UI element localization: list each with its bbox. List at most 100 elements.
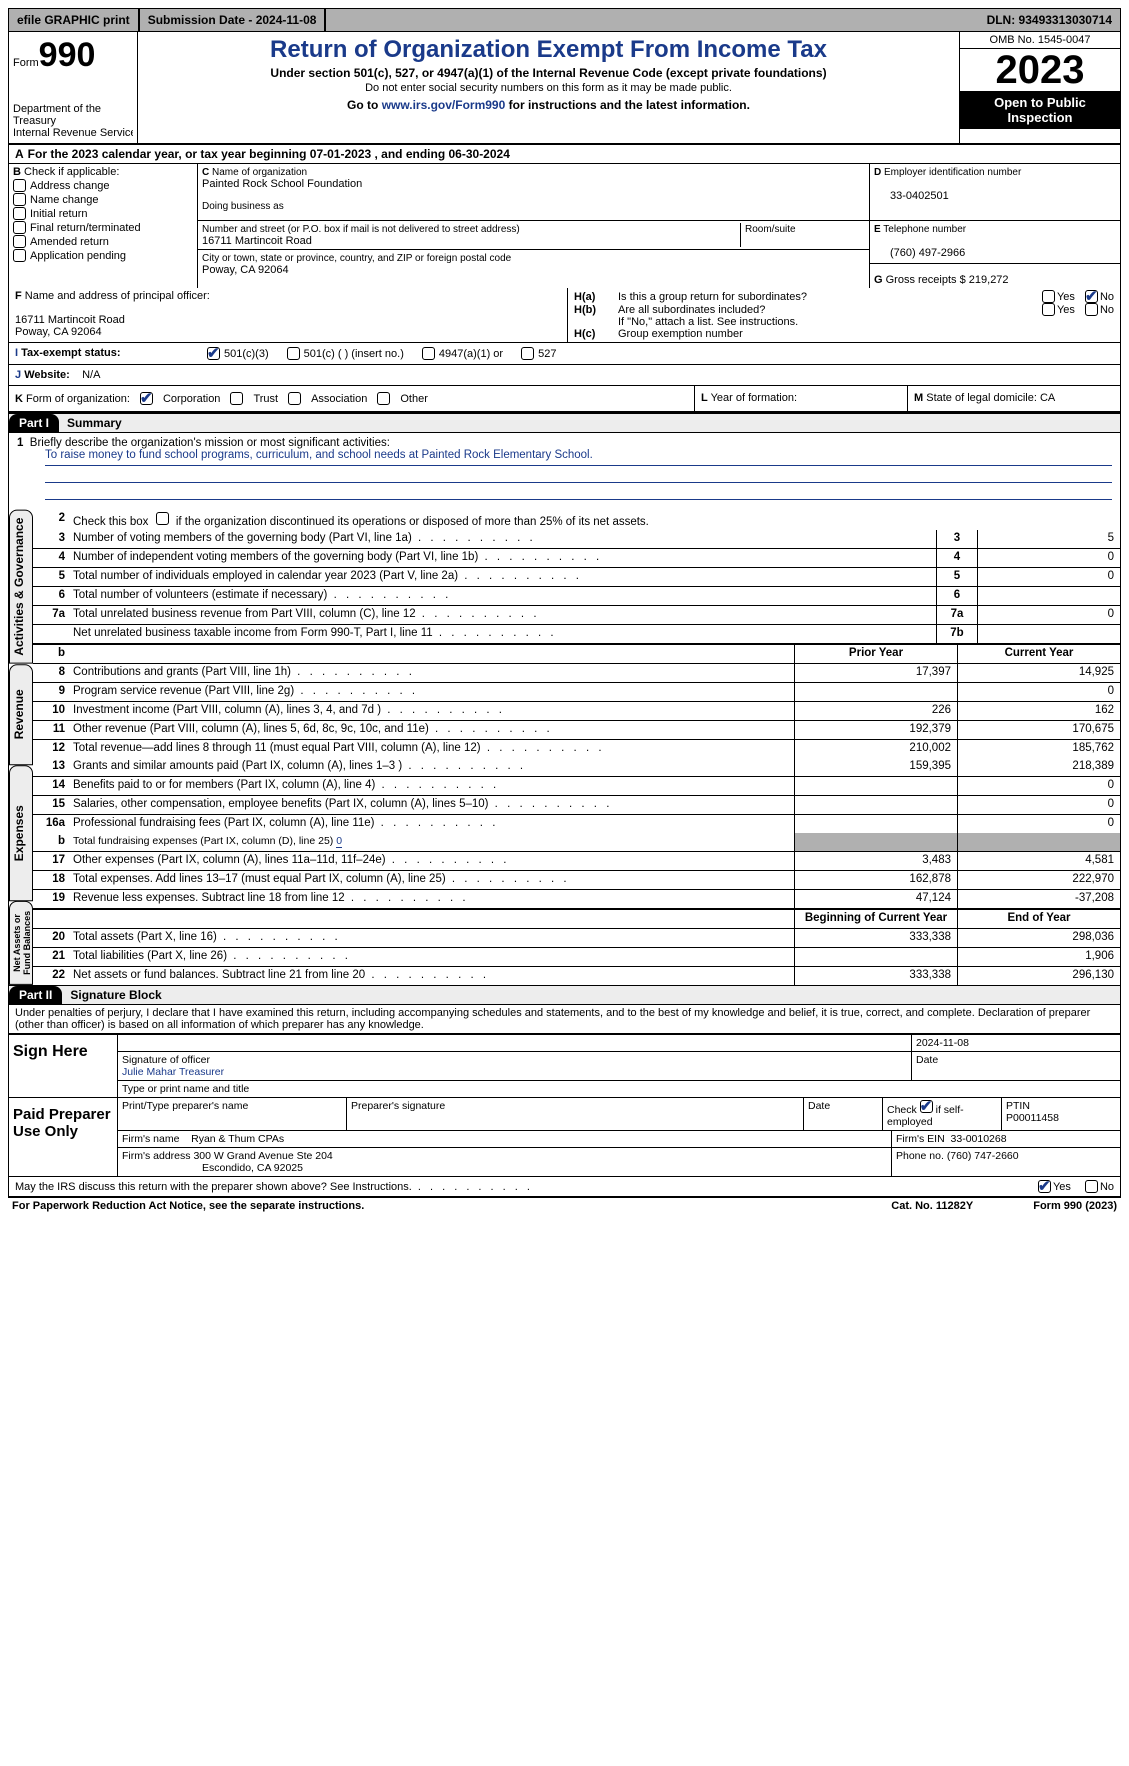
summary-line: 20 Total assets (Part X, line 16) 333,33… <box>33 929 1120 948</box>
summary-line: 9 Program service revenue (Part VIII, li… <box>33 683 1120 702</box>
klm-row: K Form of organization: Corporation Trus… <box>8 386 1121 412</box>
paid-preparer-label: Paid Preparer Use Only <box>9 1098 118 1176</box>
cb-501c[interactable] <box>287 347 300 360</box>
summary-line: 13 Grants and similar amounts paid (Part… <box>33 758 1120 777</box>
summary-line: 11 Other revenue (Part VIII, column (A),… <box>33 721 1120 740</box>
discuss-yes[interactable] <box>1038 1180 1051 1193</box>
sign-here-label: Sign Here <box>9 1035 118 1097</box>
checkbox-name-change[interactable] <box>13 193 26 206</box>
declaration: Under penalties of perjury, I declare th… <box>8 1005 1121 1033</box>
part2-tag: Part II <box>9 986 62 1004</box>
mission-block: 1 Briefly describe the organization's mi… <box>8 433 1121 510</box>
officer-name: Julie Mahar Treasurer <box>122 1066 224 1078</box>
form-title: Return of Organization Exempt From Incom… <box>144 36 953 64</box>
summary-line: 17 Other expenses (Part IX, column (A), … <box>33 852 1120 871</box>
dept-treasury: Department of the Treasury <box>13 103 133 127</box>
summary-table: Activities & Governance Revenue Expenses… <box>8 510 1121 986</box>
cb-other[interactable] <box>377 392 390 405</box>
discuss-no[interactable] <box>1085 1180 1098 1193</box>
tab-expenses: Expenses <box>9 765 33 901</box>
box-deg: D Employer identification number 33-0402… <box>869 164 1120 288</box>
form-number: 990 <box>39 36 96 74</box>
checkbox-address-change[interactable] <box>13 179 26 192</box>
summary-line: 8 Contributions and grants (Part VIII, l… <box>33 664 1120 683</box>
dln: DLN: 93493313030714 <box>979 11 1120 29</box>
firm-name: Ryan & Thum CPAs <box>191 1133 284 1145</box>
omb-number: OMB No. 1545-0047 <box>960 32 1120 49</box>
summary-line: 15 Salaries, other compensation, employe… <box>33 796 1120 815</box>
ha-no[interactable] <box>1085 290 1098 303</box>
part2-bar: Part II Signature Block <box>8 986 1121 1005</box>
cb-501c3[interactable] <box>207 347 220 360</box>
summary-line: 18 Total expenses. Add lines 13–17 (must… <box>33 871 1120 890</box>
preparer-phone: (760) 747-2660 <box>947 1150 1019 1162</box>
part1-tag: Part I <box>9 414 59 432</box>
website: N/A <box>82 369 100 381</box>
ssn-note: Do not enter social security numbers on … <box>144 82 953 94</box>
summary-line: 22 Net assets or fund balances. Subtract… <box>33 967 1120 985</box>
summary-line: 5 Total number of individuals employed i… <box>33 568 1120 587</box>
tab-net-assets: Net Assets or Fund Balances <box>9 901 33 985</box>
checkbox-final-return[interactable] <box>13 221 26 234</box>
discuss-row: May the IRS discuss this return with the… <box>8 1177 1121 1197</box>
tab-governance: Activities & Governance <box>9 510 33 664</box>
footer: For Paperwork Reduction Act Notice, see … <box>8 1197 1121 1214</box>
part2-title: Signature Block <box>62 986 169 1004</box>
form-prefix: Form <box>13 57 39 69</box>
cb-trust[interactable] <box>230 392 243 405</box>
fh-block: F Name and address of principal officer:… <box>8 288 1121 343</box>
org-name: Painted Rock School Foundation <box>202 178 362 190</box>
public-inspection: Open to Public Inspection <box>960 91 1120 129</box>
form-header: Form990 Department of the Treasury Inter… <box>8 32 1121 145</box>
checkbox-application-pending[interactable] <box>13 249 26 262</box>
summary-line: 6 Total number of volunteers (estimate i… <box>33 587 1120 606</box>
website-row: J Website: N/A <box>8 365 1121 386</box>
firm-ein: 33-0010268 <box>951 1133 1007 1145</box>
cb-4947[interactable] <box>422 347 435 360</box>
box-c: C Name of organization Painted Rock Scho… <box>198 164 869 288</box>
ptin: P00011458 <box>1006 1112 1059 1124</box>
period-a: AFor the 2023 calendar year, or tax year… <box>8 145 1121 164</box>
box-b: B Check if applicable: Address change Na… <box>9 164 198 288</box>
cb-self-employed[interactable] <box>920 1100 933 1113</box>
summary-line: 14 Benefits paid to or for members (Part… <box>33 777 1120 796</box>
cb-assoc[interactable] <box>288 392 301 405</box>
signature-block: Sign Here 2024-11-08 Signature of office… <box>8 1033 1121 1177</box>
street: 16711 Martincoit Road <box>202 235 312 247</box>
summary-line: 19 Revenue less expenses. Subtract line … <box>33 890 1120 908</box>
cb-discontinued[interactable] <box>156 512 169 525</box>
cb-527[interactable] <box>521 347 534 360</box>
hb-no[interactable] <box>1085 303 1098 316</box>
summary-line: Net unrelated business taxable income fr… <box>33 625 1120 643</box>
summary-line: 10 Investment income (Part VIII, column … <box>33 702 1120 721</box>
summary-line: 3 Number of voting members of the govern… <box>33 530 1120 549</box>
tab-revenue: Revenue <box>9 664 33 765</box>
mission-text: To raise money to fund school programs, … <box>45 449 1112 466</box>
phone: (760) 497-2966 <box>874 247 965 259</box>
summary-line: 16a Professional fundraising fees (Part … <box>33 815 1120 833</box>
summary-line: 12 Total revenue—add lines 8 through 11 … <box>33 740 1120 758</box>
summary-line: 7a Total unrelated business revenue from… <box>33 606 1120 625</box>
efile-label: efile GRAPHIC print <box>9 9 140 31</box>
tax-status-row: I Tax-exempt status: 501(c)(3) 501(c) ( … <box>8 343 1121 365</box>
tax-year: 2023 <box>960 49 1120 91</box>
ha-yes[interactable] <box>1042 290 1055 303</box>
part1-title: Summary <box>59 414 130 432</box>
checkbox-initial-return[interactable] <box>13 207 26 220</box>
form-subtitle: Under section 501(c), 527, or 4947(a)(1)… <box>144 66 953 80</box>
checkbox-amended[interactable] <box>13 235 26 248</box>
summary-line: 4 Number of independent voting members o… <box>33 549 1120 568</box>
instructions-link: Go to www.irs.gov/Form990 for instructio… <box>144 98 953 112</box>
city: Poway, CA 92064 <box>202 264 289 276</box>
hb-yes[interactable] <box>1042 303 1055 316</box>
summary-line: 21 Total liabilities (Part X, line 26) 1… <box>33 948 1120 967</box>
irs: Internal Revenue Service <box>13 127 133 139</box>
gross-receipts: 219,272 <box>969 274 1009 286</box>
identity-block: B Check if applicable: Address change Na… <box>8 164 1121 288</box>
cb-corp[interactable] <box>140 392 153 405</box>
top-bar: efile GRAPHIC print Submission Date - 20… <box>8 8 1121 32</box>
ein: 33-0402501 <box>874 190 949 202</box>
irs-link[interactable]: www.irs.gov/Form990 <box>382 98 506 112</box>
part1-bar: Part I Summary <box>8 412 1121 433</box>
submission-date: Submission Date - 2024-11-08 <box>140 9 327 31</box>
